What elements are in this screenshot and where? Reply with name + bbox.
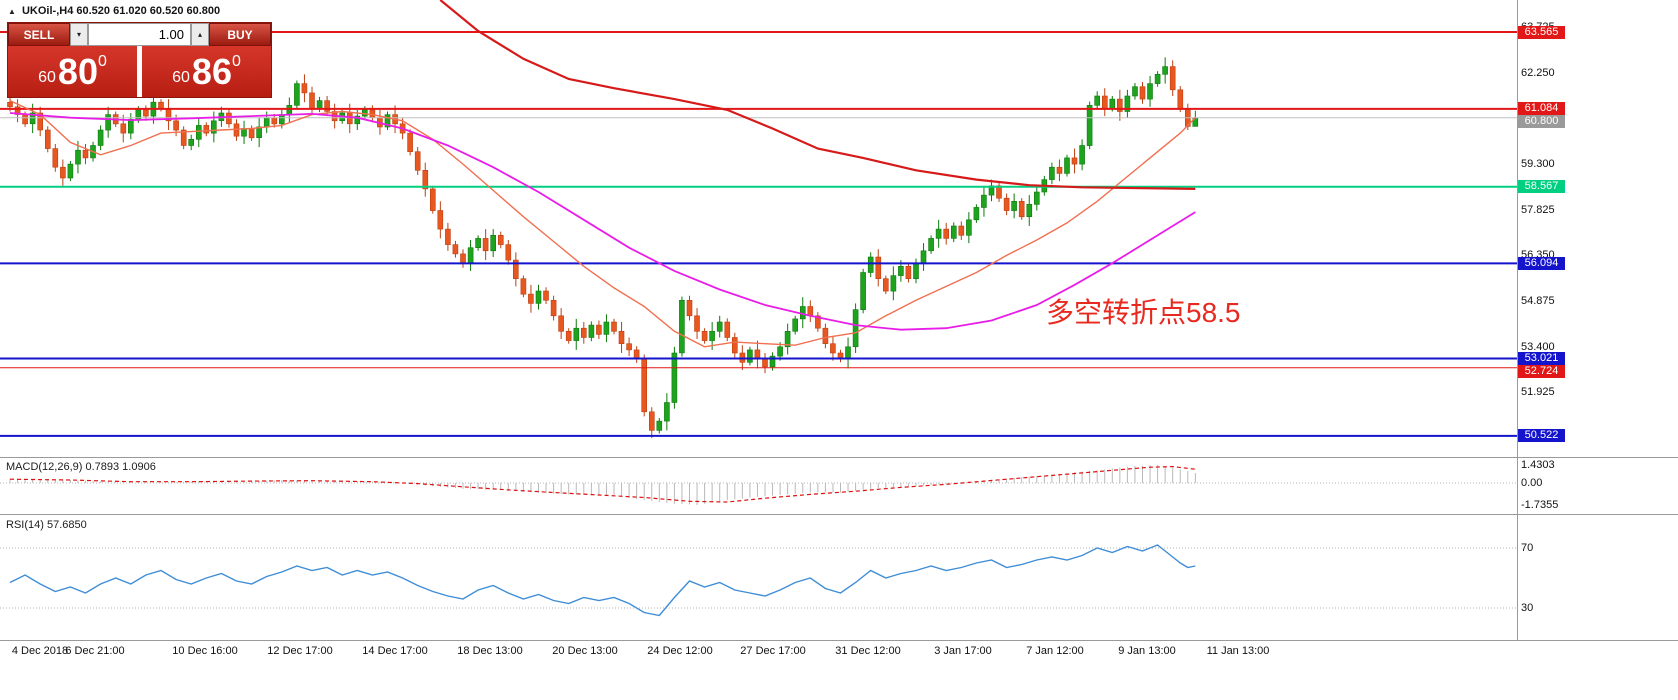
sell-price-prefix: 60: [38, 68, 56, 86]
rsi-line: [9, 544, 1196, 617]
chevron-down-icon: ▾: [76, 29, 81, 39]
volume-increase-button[interactable]: ▴: [191, 23, 209, 46]
sell-price-big: 80: [57, 50, 98, 92]
main-price-chart[interactable]: [0, 0, 1517, 457]
macd-indicator-label: MACD(12,26,9) 0.7893 1.0906: [6, 461, 156, 473]
ma-slow-line: [439, 0, 1196, 190]
price-axis-tick: 51.925: [1521, 386, 1555, 399]
ohlc-readout: 60.520 61.020 60.520 60.800: [76, 5, 221, 17]
indicator-axis-tick: 0.00: [1521, 477, 1543, 489]
price-axis-tick: 54.875: [1521, 295, 1555, 308]
time-axis: [0, 641, 1678, 700]
price-axis-tick: 59.300: [1521, 158, 1555, 171]
volume-decrease-button[interactable]: ▾: [70, 23, 88, 46]
chart-marker-icon: ▲: [8, 7, 16, 16]
price-axis-tick: 60.775: [1521, 112, 1555, 125]
price-level-label: 52.724: [1518, 365, 1565, 378]
indicator-axis-tick: 30: [1521, 602, 1534, 614]
panel-separator: [0, 457, 1678, 458]
spread-gap: [137, 46, 142, 97]
candles-layer: [7, 57, 1199, 439]
volume-input[interactable]: [88, 23, 191, 46]
ma-medium-line: [9, 112, 1196, 331]
sell-price-sup: 0: [97, 53, 107, 70]
price-scale-separator: [1517, 0, 1518, 640]
price-level-label: 50.522: [1518, 429, 1565, 443]
sell-button[interactable]: SELL: [8, 23, 70, 46]
trend-annotation: 多空转折点58.5: [1046, 297, 1241, 328]
price-axis-tick: 57.825: [1521, 203, 1555, 216]
price-axis-tick: 63.725: [1521, 21, 1555, 34]
price-axis-tick: 50.450: [1521, 432, 1555, 445]
one-click-trading-panel: SELL ▾ ▴ BUY 60 80 0 60 86 0: [8, 23, 271, 97]
indicator-axis-tick: 1.4303: [1521, 458, 1555, 471]
buy-button[interactable]: BUY: [209, 23, 271, 46]
indicator-axis-tick: -1.7355: [1521, 498, 1559, 511]
panel-separator: [0, 640, 1678, 641]
price-axis-tick: 53.400: [1521, 340, 1555, 353]
horizontal-levels-layer: [0, 31, 1517, 437]
buy-price-display[interactable]: 60 86 0: [142, 46, 271, 97]
macd-signal-line: [9, 465, 1196, 503]
macd-panel[interactable]: [0, 458, 1517, 514]
price-level-label: 63.565: [1518, 25, 1565, 39]
price-level-label: 58.567: [1518, 180, 1565, 194]
price-level-label: 61.084: [1518, 102, 1565, 116]
symbol-info: ▲ UKOil-,H4 60.520 61.020 60.520 60.800: [8, 5, 220, 17]
buy-price-sup: 0: [231, 53, 241, 70]
price-axis-tick: 62.250: [1521, 66, 1555, 79]
sell-price-display[interactable]: 60 80 0: [8, 46, 137, 97]
ma-fast-line: [9, 99, 1196, 348]
price-axis-tick: 56.350: [1521, 249, 1555, 262]
buy-price-big: 86: [191, 50, 232, 92]
price-level-label: 60.800: [1518, 115, 1565, 129]
indicator-axis-tick: 70: [1521, 542, 1534, 554]
rsi-panel[interactable]: [0, 516, 1517, 640]
macd-histogram: [9, 464, 1196, 505]
panel-separator: [0, 514, 1678, 515]
price-level-label: 56.094: [1518, 256, 1565, 270]
rsi-indicator-label: RSI(14) 57.6850: [6, 519, 87, 531]
price-level-label: 53.021: [1518, 352, 1565, 365]
symbol-timeframe: UKOil-,H4: [21, 5, 74, 17]
chevron-up-icon: ▴: [197, 29, 202, 39]
buy-price-prefix: 60: [172, 68, 190, 86]
